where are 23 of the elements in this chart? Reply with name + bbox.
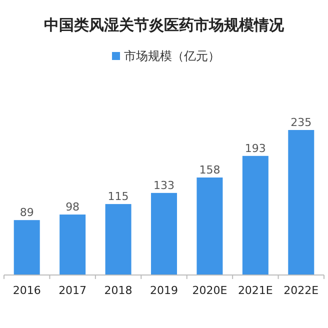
x-tick-label: 2019: [150, 284, 178, 297]
x-tick-label: 2016: [12, 284, 41, 297]
data-label: 89: [20, 206, 34, 220]
legend: 市场规模（亿元）: [112, 49, 220, 63]
x-tick-label: 2020E: [192, 284, 228, 297]
x-tick-label: 2018: [104, 284, 132, 297]
bar: [14, 220, 40, 275]
bar: [242, 156, 268, 275]
data-label: 98: [66, 200, 80, 214]
bar: [151, 192, 177, 275]
bar: [105, 204, 132, 275]
x-tick-label: 2022E: [284, 284, 319, 297]
data-label: 193: [244, 142, 266, 155]
bar: [288, 130, 314, 275]
chart-title: 中国类风湿关节炎医药市场规模情况: [44, 16, 285, 34]
data-label: 158: [199, 164, 220, 177]
data-label: 115: [108, 190, 129, 204]
data-label: 235: [290, 116, 312, 129]
data-label: 133: [154, 178, 174, 192]
bar: [196, 178, 223, 275]
bar: [60, 214, 86, 275]
x-tick-label: 2021E: [238, 284, 273, 297]
x-tick-label: 2017: [58, 284, 87, 297]
